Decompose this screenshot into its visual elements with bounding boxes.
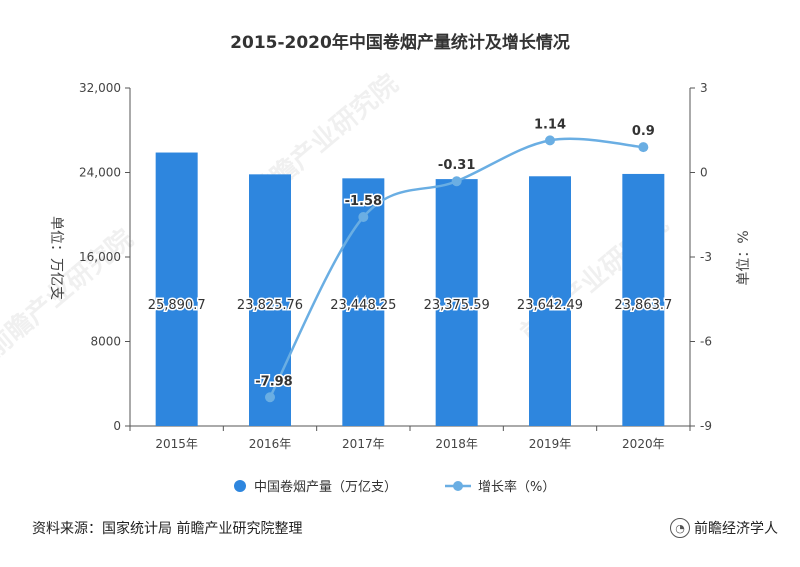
- bar: [622, 173, 665, 426]
- left-axis-label: 单位：万亿支: [48, 216, 64, 300]
- bar: [249, 174, 291, 426]
- legend-bar-swatch: [234, 480, 246, 492]
- source-note: 资料来源：国家统计局 前瞻产业研究院整理: [32, 521, 303, 537]
- x-tick-label: 2017年: [342, 437, 385, 451]
- right-tick-label: 0: [700, 166, 708, 180]
- x-tick-label: 2020年: [622, 437, 665, 451]
- legend: 中国卷烟产量（万亿支） 增长率（%）: [234, 479, 555, 495]
- bar-value-label: 25,890.7: [148, 298, 206, 313]
- growth-line: [268, 137, 644, 398]
- left-tick-label: 8000: [90, 335, 121, 349]
- legend-line-marker: [453, 481, 463, 491]
- x-tick-label: 2019年: [529, 437, 572, 451]
- bar: [155, 152, 198, 426]
- data-labels: 25,890.7 23,825.76 23,448.25 23,375.59 23,64…: [146, 116, 674, 391]
- x-tick-label: 2015年: [155, 437, 198, 451]
- growth-point: [451, 176, 462, 187]
- growth-value-label: -0.31: [438, 158, 475, 173]
- growth-value-label: -7.98: [255, 374, 292, 389]
- right-tick-label: 3: [700, 81, 708, 95]
- wechat-icon: ◔: [670, 518, 690, 538]
- growth-value-label: -1.58: [345, 194, 382, 209]
- growth-point: [638, 142, 649, 153]
- left-tick-label: 32,000: [79, 81, 121, 95]
- bar-value-label: 23,448.25: [330, 298, 396, 313]
- bar-value-label: 23,863.7: [614, 298, 672, 313]
- bar-value-label: 23,825.76: [237, 298, 303, 313]
- left-tick-label: 16,000: [79, 250, 121, 264]
- brand-name: 前瞻经济学人: [694, 521, 778, 537]
- legend-line-label: 增长率（%）: [478, 479, 555, 495]
- chart-title: 2015-2020年中国卷烟产量统计及增长情况: [230, 32, 570, 53]
- growth-value-label: 0.9: [632, 124, 655, 139]
- growth-point: [265, 392, 275, 403]
- legend-bar-label: 中国卷烟产量（万亿支）: [254, 479, 397, 495]
- x-tick-label: 2016年: [249, 437, 292, 451]
- left-tick-label: 24,000: [79, 166, 121, 180]
- bar: [529, 176, 571, 426]
- right-tick-label: -9: [700, 419, 712, 433]
- footer: 资料来源：国家统计局 前瞻产业研究院整理 ◔ 前瞻经济学人: [0, 510, 800, 567]
- right-axis-label: 单位：%: [736, 230, 752, 285]
- right-tick-label: -3: [700, 250, 712, 264]
- line-series: [265, 135, 649, 403]
- axes: 0 8000 16,000 24,000 32,000 -9 -6 -3 0 3 2015年 2016…: [79, 81, 712, 451]
- growth-point: [358, 212, 369, 223]
- bar: [435, 179, 478, 426]
- growth-point: [545, 135, 555, 146]
- left-tick-label: 0: [113, 419, 121, 433]
- bar-value-label: 23,642.49: [517, 298, 583, 313]
- bar-series: [155, 152, 665, 426]
- bar-value-label: 23,375.59: [424, 298, 490, 313]
- growth-value-label: 1.14: [534, 117, 566, 132]
- brand-credit: ◔ 前瞻经济学人: [670, 518, 778, 538]
- right-tick-label: -6: [700, 335, 712, 349]
- x-tick-label: 2018年: [435, 437, 478, 451]
